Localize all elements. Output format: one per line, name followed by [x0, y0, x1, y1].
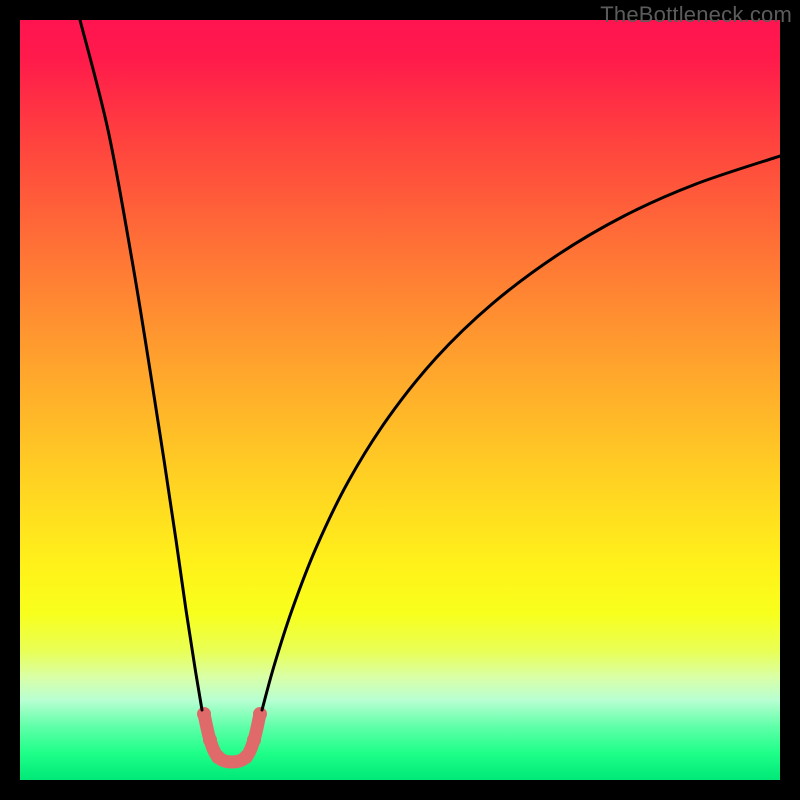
bottleneck-chart-svg: [0, 0, 800, 800]
optimal-zone-marker: [253, 707, 267, 721]
optimal-zone-marker: [247, 733, 261, 747]
optimal-zone-marker: [197, 707, 211, 721]
optimal-zone-marker: [211, 750, 225, 764]
optimal-zone-marker: [203, 733, 217, 747]
optimal-zone-marker: [239, 750, 253, 764]
chart-frame: TheBottleneck.com: [0, 0, 800, 800]
watermark-text: TheBottleneck.com: [600, 2, 792, 28]
